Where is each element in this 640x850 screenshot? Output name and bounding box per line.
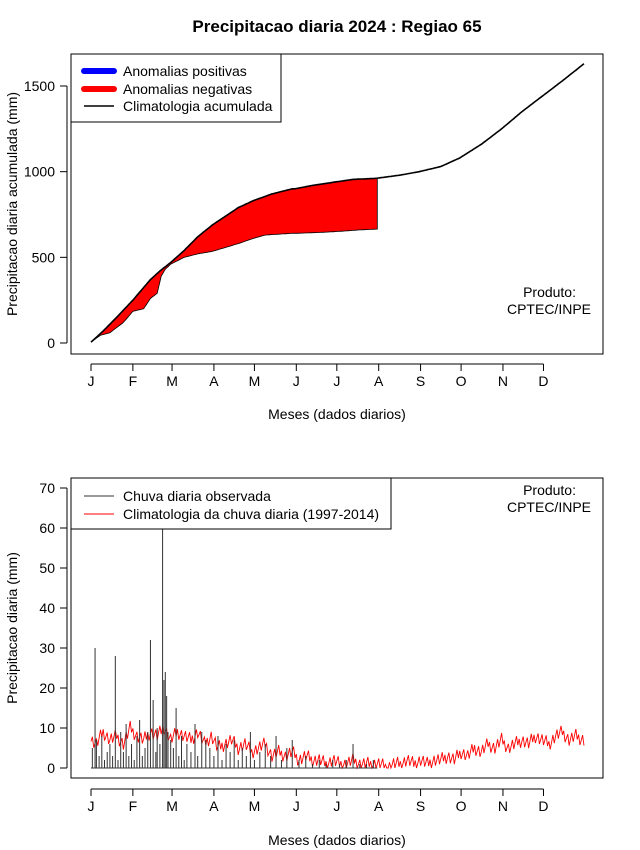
x-tick-label: S (416, 798, 425, 814)
y-tick-label: 50 (39, 560, 55, 576)
x-tick-label: S (416, 373, 425, 389)
x-tick-label: F (129, 798, 138, 814)
legend-box (70, 477, 392, 530)
x-tick-label: A (209, 798, 219, 814)
x-tick-label: N (498, 798, 508, 814)
panel-2-xlabel: Meses (dados diarios) (268, 832, 406, 848)
y-tick-label: 20 (39, 680, 55, 696)
x-tick-label: M (166, 798, 178, 814)
x-tick-label: D (538, 798, 548, 814)
panel-1-frame (70, 53, 604, 355)
y-tick-label: 500 (32, 249, 56, 265)
climatology-accumulated-line (90, 63, 585, 343)
x-tick-label: N (498, 373, 508, 389)
x-tick-label: J (88, 798, 95, 814)
panel-2-legend: Chuva diaria observada Climatologia da c… (70, 477, 392, 530)
x-tick-label: M (166, 373, 178, 389)
legend-label-negative: Anomalias negativas (123, 81, 252, 97)
x-tick-label: J (333, 798, 340, 814)
annotation-line-2: CPTEC/INPE (507, 499, 591, 515)
x-tick-label: J (88, 373, 95, 389)
panel-1-ylabel: Precipitacao diaria acumulada (mm) (4, 92, 20, 316)
chart-title: Precipitacao diaria 2024 : Regiao 65 (192, 17, 481, 36)
y-tick-label: 1000 (24, 164, 55, 180)
x-tick-label: F (129, 373, 138, 389)
y-tick-label: 0 (47, 335, 55, 351)
x-tick-label: M (249, 373, 261, 389)
x-tick-label: J (293, 798, 300, 814)
panel-2-ylabel: Precipitacao diaria (mm) (4, 552, 20, 704)
y-tick-label: 10 (39, 720, 55, 736)
legend-label-positive: Anomalias positivas (123, 63, 247, 79)
panel-1-y-axis: 0 500 1000 1500 (24, 78, 68, 351)
panel-1-annotation: Produto: CPTEC/INPE (507, 284, 591, 317)
y-tick-label: 0 (47, 760, 55, 776)
panel-2-annotation: Produto: CPTEC/INPE (507, 482, 591, 515)
x-tick-label: J (333, 373, 340, 389)
negative-anomaly-area (90, 177, 378, 343)
x-tick-label: D (538, 373, 548, 389)
panel-1-legend: Anomalias positivas Anomalias negativas … (70, 53, 282, 123)
x-tick-label: A (374, 798, 384, 814)
x-tick-label: A (209, 373, 219, 389)
annotation-line-2: CPTEC/INPE (507, 301, 591, 317)
y-tick-label: 70 (39, 480, 55, 496)
panel-2-y-axis: 0 10 20 30 40 50 60 70 (39, 480, 68, 776)
x-tick-label: O (456, 798, 467, 814)
panel-2-marks (90, 524, 585, 770)
y-tick-label: 60 (39, 520, 55, 536)
legend-label-climatology: Climatologia acumulada (123, 98, 273, 114)
climatology-daily-line (90, 720, 585, 770)
x-tick-label: O (456, 373, 467, 389)
panel-1-plot (90, 63, 585, 343)
x-tick-label: M (249, 798, 261, 814)
legend-label-climatology: Climatologia da chuva diaria (1997-2014) (123, 506, 379, 522)
annotation-line-1: Produto: (523, 482, 576, 498)
legend-label-observed: Chuva diaria observada (123, 488, 271, 504)
y-tick-label: 30 (39, 640, 55, 656)
annotation-line-1: Produto: (523, 284, 576, 300)
y-tick-label: 40 (39, 600, 55, 616)
panel-2-plot (90, 524, 585, 770)
y-tick-label: 1500 (24, 78, 55, 94)
panel-1-xlabel: Meses (dados diarios) (268, 406, 406, 422)
x-tick-label: A (374, 373, 384, 389)
x-tick-label: J (293, 373, 300, 389)
